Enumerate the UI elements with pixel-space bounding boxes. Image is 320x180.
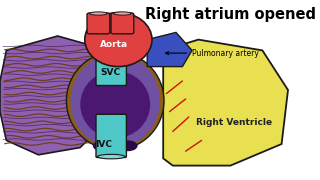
Ellipse shape bbox=[66, 52, 164, 150]
Polygon shape bbox=[0, 36, 102, 155]
Polygon shape bbox=[147, 32, 192, 67]
Text: Aorta: Aorta bbox=[100, 40, 128, 49]
Ellipse shape bbox=[98, 154, 125, 159]
FancyBboxPatch shape bbox=[111, 13, 134, 34]
Ellipse shape bbox=[70, 54, 160, 148]
Polygon shape bbox=[163, 40, 288, 166]
Ellipse shape bbox=[93, 140, 112, 151]
Ellipse shape bbox=[98, 41, 125, 45]
Text: Right Ventricle: Right Ventricle bbox=[196, 118, 272, 127]
Ellipse shape bbox=[90, 12, 107, 15]
Text: Right atrium opened: Right atrium opened bbox=[145, 7, 316, 22]
Ellipse shape bbox=[80, 71, 150, 138]
FancyBboxPatch shape bbox=[96, 42, 126, 86]
Ellipse shape bbox=[85, 13, 152, 67]
FancyBboxPatch shape bbox=[96, 114, 126, 158]
Text: Pulmonary artery: Pulmonary artery bbox=[166, 49, 259, 58]
FancyBboxPatch shape bbox=[87, 13, 110, 34]
Ellipse shape bbox=[114, 12, 131, 15]
Text: IVC: IVC bbox=[95, 140, 113, 149]
Text: SVC: SVC bbox=[100, 68, 120, 77]
Ellipse shape bbox=[118, 140, 138, 151]
